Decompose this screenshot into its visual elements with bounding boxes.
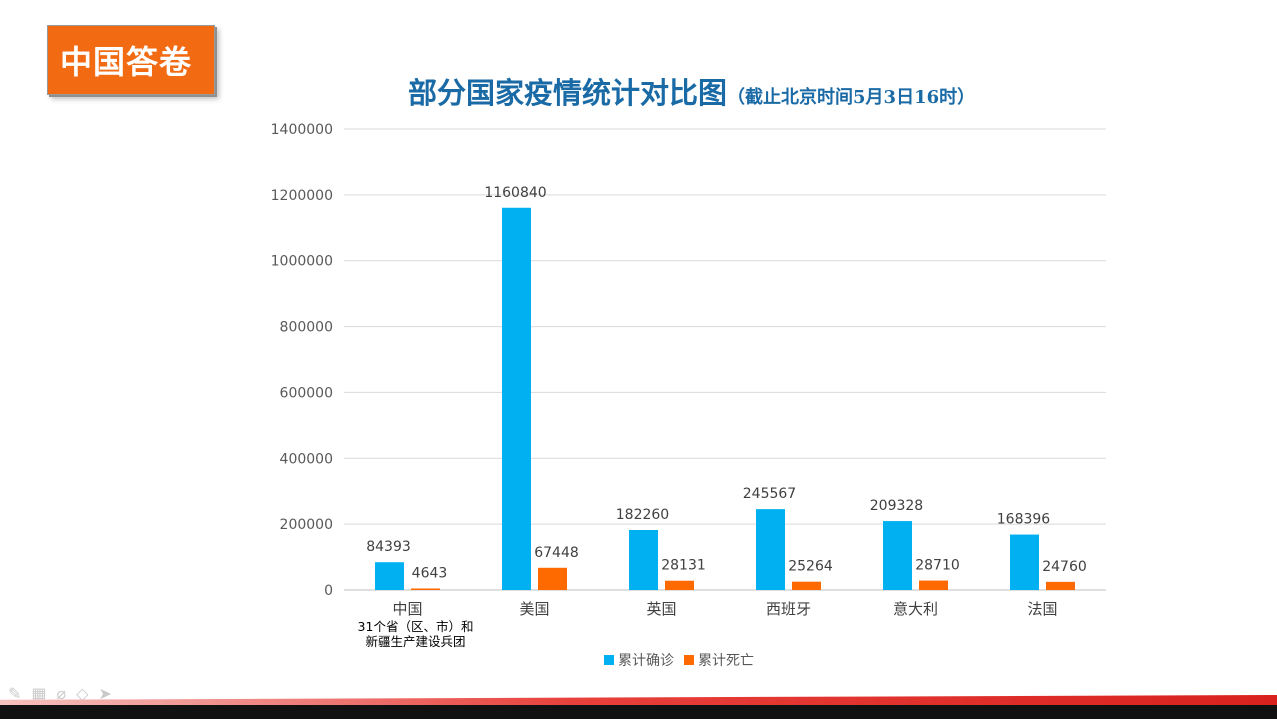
- legend-item-confirmed: 累计确诊: [604, 650, 674, 670]
- data-label-confirmed: 168396: [997, 512, 1051, 528]
- y-tick-label: 800000: [280, 320, 333, 336]
- y-tick-label: 600000: [280, 385, 333, 401]
- data-label-deaths: 67448: [534, 545, 579, 561]
- x-tick-label: 西班牙: [766, 600, 811, 618]
- legend-label-confirmed: 累计确诊: [618, 653, 674, 669]
- bar-confirmed: [883, 521, 912, 590]
- x-tick-label: 法国: [1027, 600, 1057, 618]
- bar-deaths: [538, 567, 567, 590]
- legend-swatch-deaths: [684, 655, 694, 665]
- y-tick-label: 0: [324, 583, 333, 599]
- chart-legend: 累计确诊 累计死亡: [604, 650, 754, 670]
- x-tick-label: 英国: [646, 600, 676, 618]
- marker-icon[interactable]: ◇: [76, 684, 89, 703]
- bar-deaths: [792, 581, 821, 590]
- footer-band: [0, 705, 1277, 719]
- data-label-confirmed: 209328: [870, 498, 923, 514]
- bar-confirmed: [756, 509, 785, 590]
- chart-title: 部分国家疫情统计对比图（截止北京时间5月3日16时）: [408, 70, 975, 112]
- legend-label-deaths: 累计死亡: [698, 653, 754, 669]
- bar-deaths: [1046, 581, 1075, 590]
- data-label-confirmed: 245567: [743, 486, 796, 502]
- bar-confirmed: [375, 562, 404, 590]
- y-tick-label: 1400000: [271, 122, 333, 138]
- section-badge: 中国答卷: [47, 25, 215, 95]
- bar-confirmed: [1010, 534, 1039, 590]
- legend-swatch-confirmed: [604, 655, 614, 665]
- bar-confirmed: [629, 529, 658, 590]
- y-tick-label: 1200000: [271, 188, 333, 204]
- chart-title-sub: （截止北京时间5月3日16时）: [727, 87, 976, 108]
- data-label-confirmed: 1160840: [484, 185, 546, 201]
- y-tick-label: 1000000: [271, 254, 333, 270]
- data-label-confirmed: 84393: [366, 539, 411, 555]
- bar-confirmed: [502, 207, 531, 591]
- data-label-deaths: 24760: [1042, 559, 1087, 575]
- y-tick-label: 200000: [280, 517, 333, 533]
- x-tick-label: 美国: [519, 600, 549, 618]
- slides-icon[interactable]: ▦: [31, 684, 47, 703]
- slide-toolbar: ✎ ▦ ⌀ ◇ ➤: [8, 684, 112, 703]
- x-tick-note: 31个省（区、市）和: [358, 619, 474, 634]
- y-tick-label: 400000: [280, 451, 333, 467]
- data-label-deaths: 4643: [412, 565, 448, 581]
- bar-deaths: [665, 580, 694, 590]
- x-tick-note: 新疆生产建设兵团: [365, 634, 465, 649]
- bar-deaths: [411, 588, 440, 590]
- x-tick-label: 意大利: [893, 600, 938, 618]
- bar-deaths: [919, 580, 948, 590]
- data-label-deaths: 28131: [661, 558, 706, 574]
- data-label-deaths: 28710: [915, 558, 960, 574]
- chart-title-main: 部分国家疫情统计对比图: [408, 76, 728, 110]
- badge-label: 中国答卷: [60, 43, 193, 81]
- legend-item-deaths: 累计死亡: [684, 650, 754, 670]
- x-tick-label: 中国: [392, 600, 422, 618]
- data-label-deaths: 25264: [788, 559, 833, 575]
- eraser-icon[interactable]: ⌀: [56, 684, 67, 703]
- pen-icon[interactable]: ✎: [8, 684, 22, 703]
- pointer-icon[interactable]: ➤: [98, 684, 112, 703]
- data-label-confirmed: 182260: [616, 507, 669, 523]
